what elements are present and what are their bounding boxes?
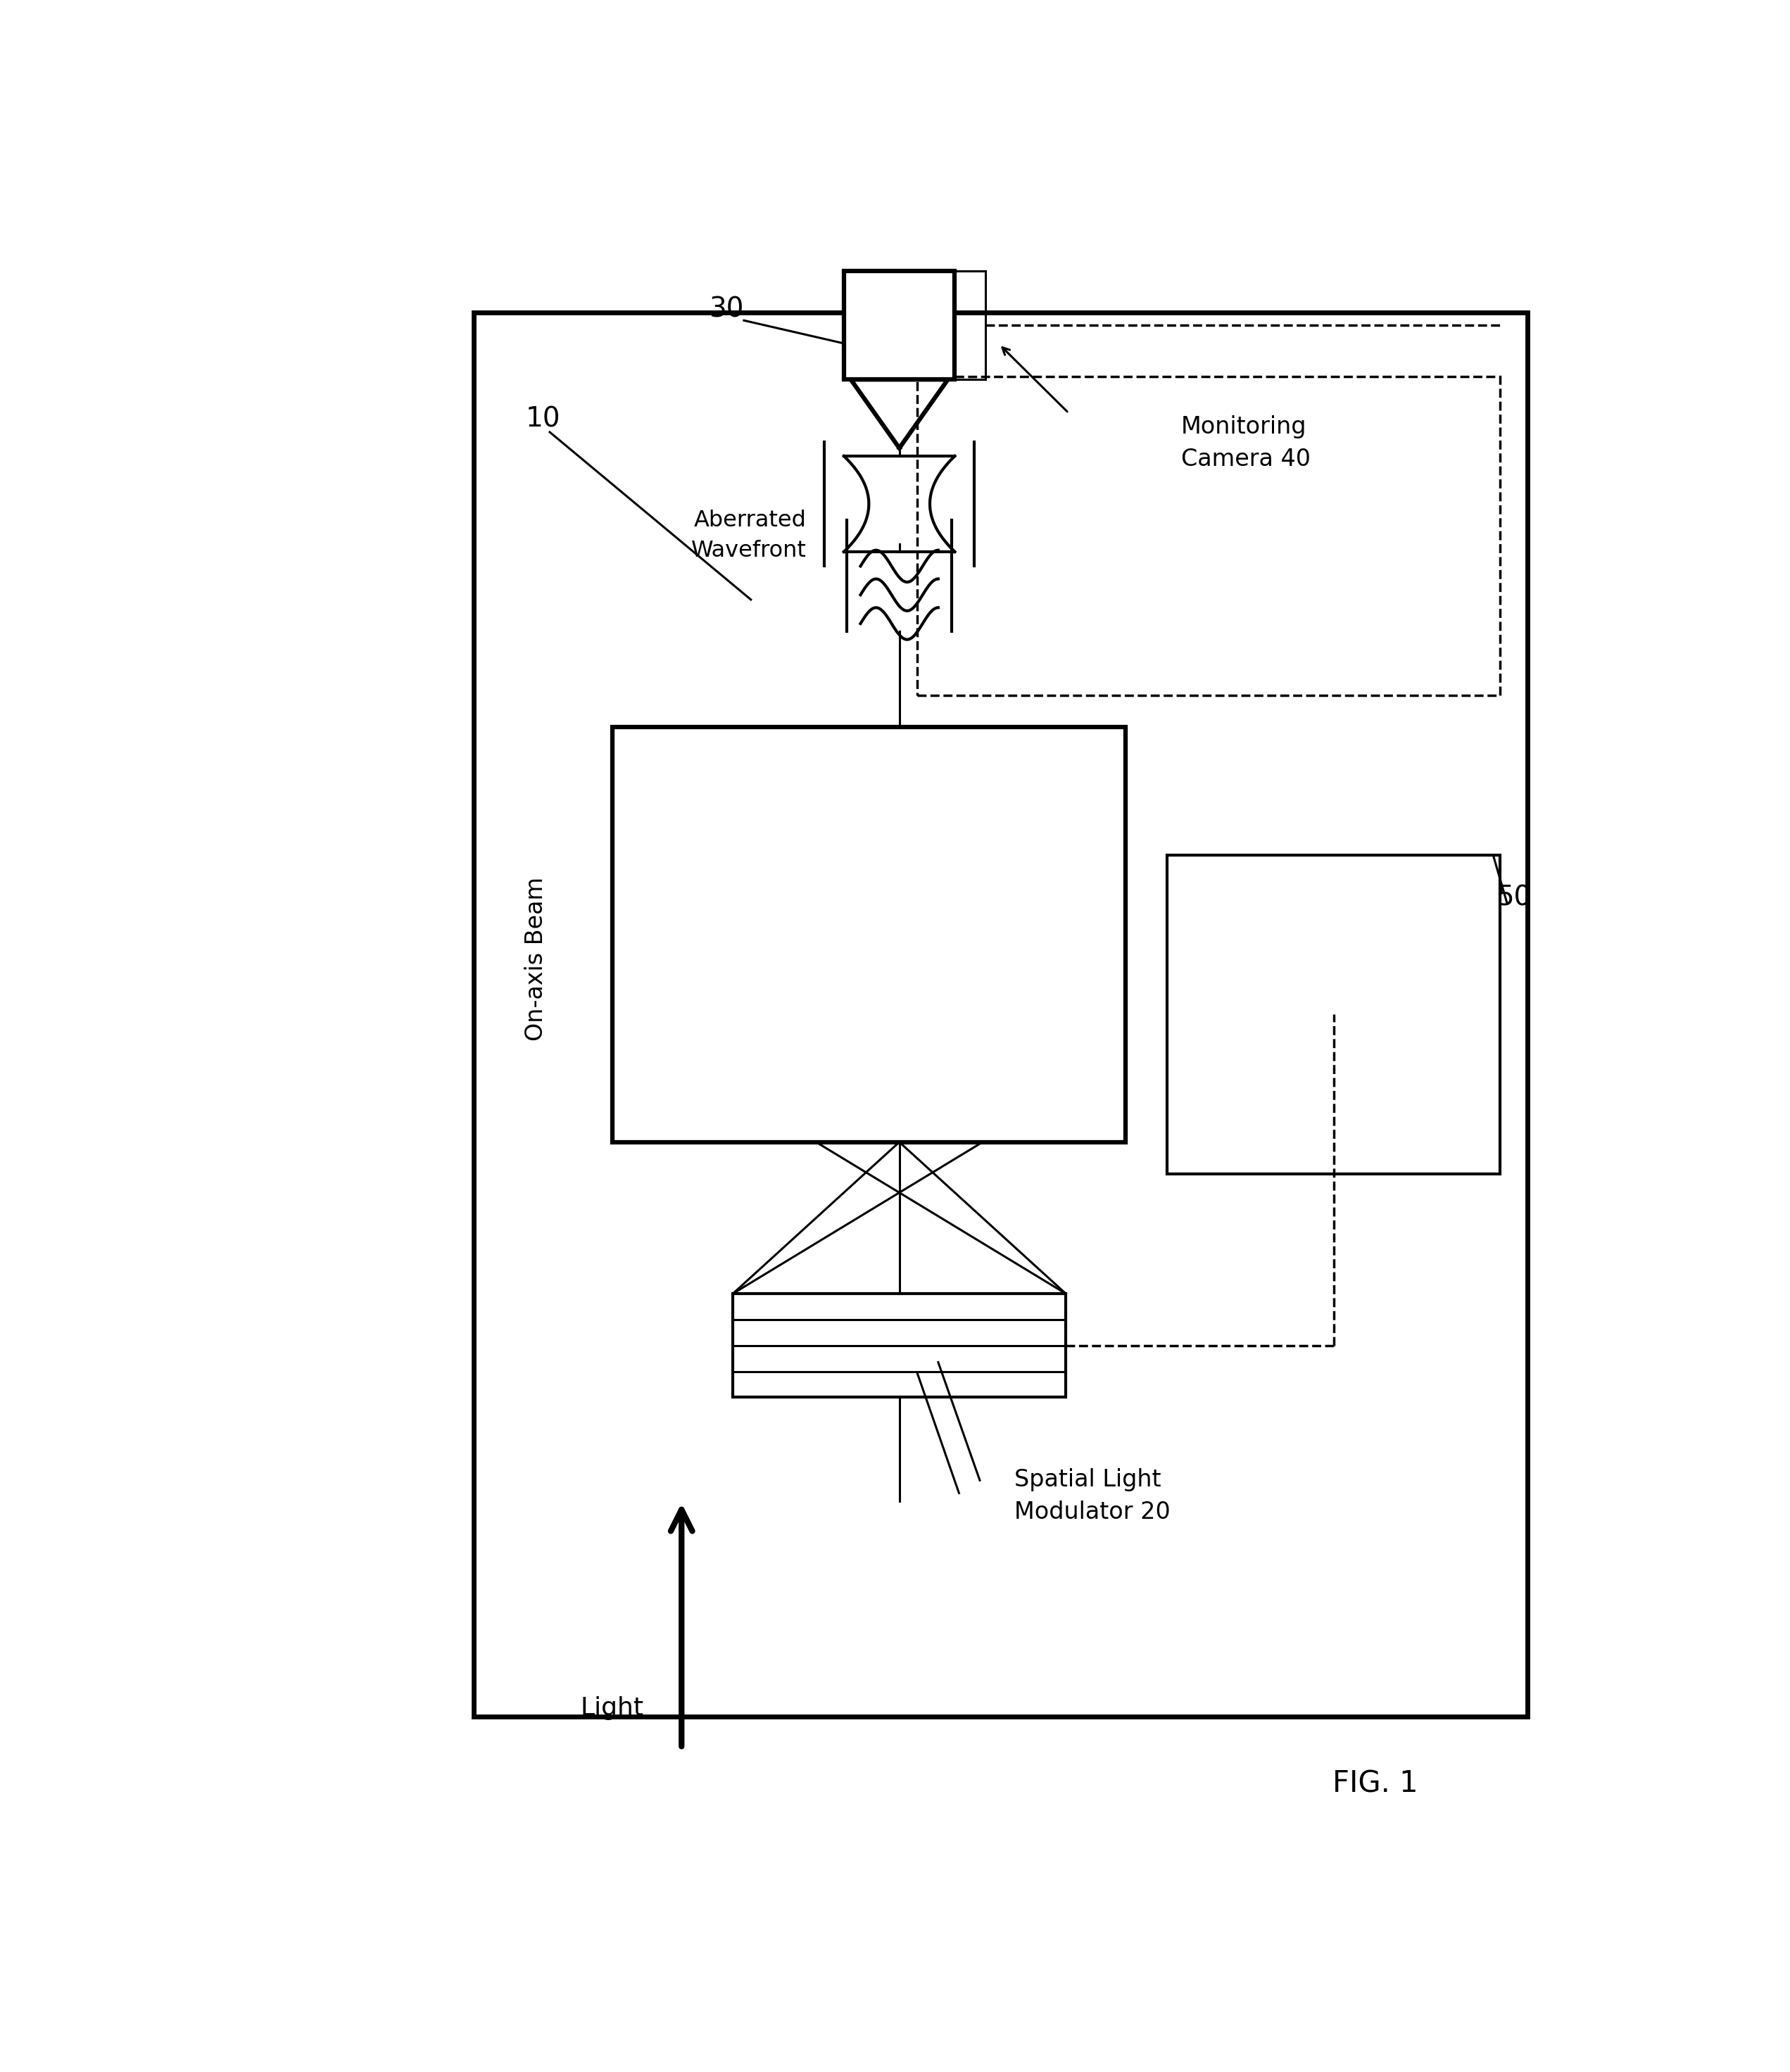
Text: FIG. 1: FIG. 1 (1332, 1769, 1418, 1798)
Text: 30: 30 (709, 296, 743, 323)
Text: 50: 50 (1496, 885, 1530, 912)
Text: Computer
Processing
Feedback Loop: Computer Processing Feedback Loop (1253, 968, 1414, 1044)
Bar (918, 377, 1500, 696)
Text: Monitoring
Camera 40: Monitoring Camera 40 (1181, 416, 1310, 470)
Bar (843, 271, 954, 379)
Bar (732, 1293, 1065, 1397)
Bar (1167, 856, 1500, 1175)
Text: Wide-field
Optical System: Wide-field Optical System (770, 903, 968, 966)
Text: Light: Light (580, 1697, 644, 1720)
Text: 10: 10 (524, 406, 560, 433)
Text: Aberrated
Wavefront: Aberrated Wavefront (691, 510, 807, 562)
Text: On-axis Beam: On-axis Beam (524, 876, 548, 1040)
Bar (612, 727, 1126, 1142)
Bar (473, 313, 1529, 1716)
Text: Spatial Light
Modulator 20: Spatial Light Modulator 20 (1015, 1469, 1171, 1525)
